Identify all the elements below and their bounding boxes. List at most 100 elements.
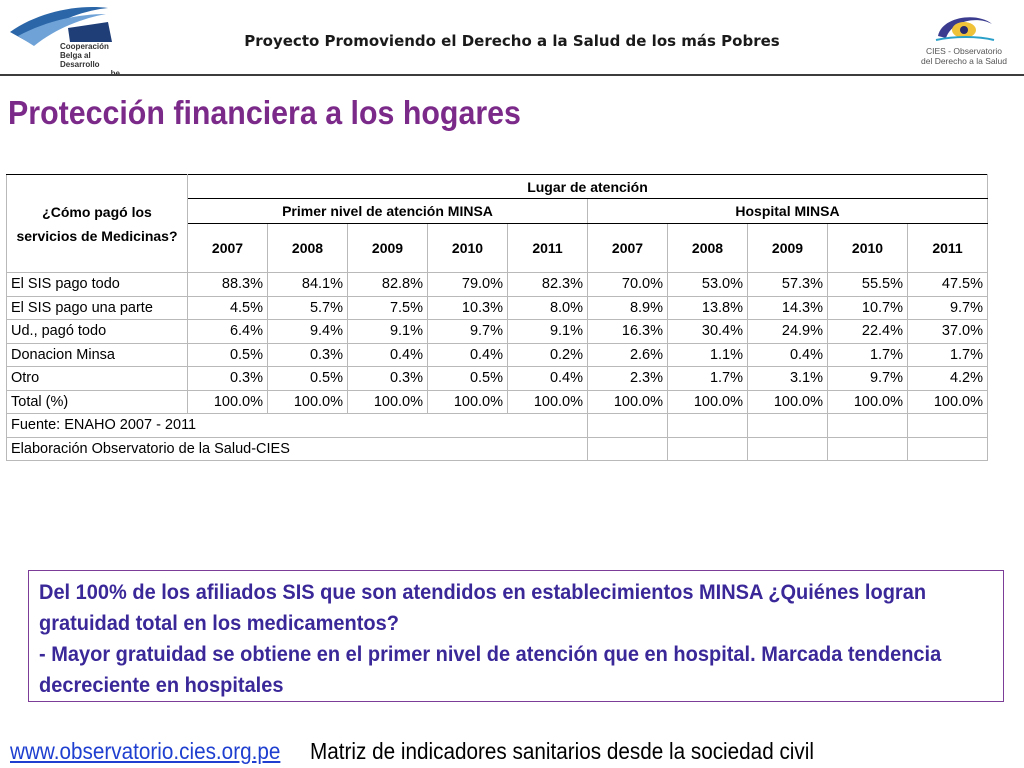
callout-line: Del 100% de los afiliados SIS que son at… bbox=[39, 580, 927, 604]
group-header: Lugar de atención bbox=[187, 174, 988, 199]
year-header: 2010 bbox=[827, 223, 908, 273]
table-cell: 0.3% bbox=[267, 342, 348, 367]
observatorio-website-link[interactable]: www.observatorio.cies.org.pe bbox=[10, 738, 281, 764]
table-row: Ud., pagó todo 6.4% 9.4% 9.1% 9.7% 9.1% … bbox=[6, 319, 988, 344]
table-cell: 10.3% bbox=[427, 295, 508, 320]
table-cell: 4.5% bbox=[187, 295, 268, 320]
empty-cell bbox=[747, 436, 828, 461]
table-cell: 8.0% bbox=[507, 295, 588, 320]
table-cell: 100.0% bbox=[907, 389, 988, 414]
table-cell: 84.1% bbox=[267, 272, 348, 297]
year-header: 2009 bbox=[747, 223, 828, 273]
cies-caption-line2: del Derecho a la Salud bbox=[920, 56, 1007, 66]
table-source-row: Fuente: ENAHO 2007 - 2011 bbox=[6, 413, 988, 438]
table-cell: 100.0% bbox=[347, 389, 428, 414]
footer-tagline: Matriz de indicadores sanitarios desde l… bbox=[310, 738, 814, 764]
table-cell: 9.1% bbox=[507, 319, 588, 344]
cies-caption: CIES - Observatorio del Derecho a la Sal… bbox=[908, 46, 1020, 66]
elaboration-note: Elaboración Observatorio de la Salud-CIE… bbox=[6, 436, 588, 461]
slide-title: Protección financiera a los hogares bbox=[8, 94, 521, 131]
table-elaboration-row: Elaboración Observatorio de la Salud-CIE… bbox=[6, 436, 988, 461]
level1-header: Primer nivel de atención MINSA bbox=[187, 198, 588, 224]
cies-logo: CIES - Observatorio del Derecho a la Sal… bbox=[908, 10, 1020, 70]
empty-cell bbox=[587, 413, 668, 438]
table-cell: 100.0% bbox=[827, 389, 908, 414]
row-label: Total (%) bbox=[6, 389, 188, 414]
year-header: 2007 bbox=[187, 223, 268, 273]
empty-cell bbox=[907, 436, 988, 461]
table-cell: 8.9% bbox=[587, 295, 668, 320]
table-row: Otro 0.3% 0.5% 0.3% 0.5% 0.4% 2.3% 1.7% … bbox=[6, 366, 988, 391]
table-cell: 37.0% bbox=[907, 319, 988, 344]
callout-line: - Mayor gratuidad se obtiene en el prime… bbox=[39, 642, 942, 666]
table-cell: 9.7% bbox=[907, 295, 988, 320]
year-header: 2010 bbox=[427, 223, 508, 273]
empty-cell bbox=[827, 413, 908, 438]
table-cell: 0.5% bbox=[187, 342, 268, 367]
year-header: 2008 bbox=[667, 223, 748, 273]
table-cell: 6.4% bbox=[187, 319, 268, 344]
medicine-payment-table: ¿Cómo pagó los servicios de Medicinas? L… bbox=[6, 174, 988, 461]
table-cell: 79.0% bbox=[427, 272, 508, 297]
table-cell: 70.0% bbox=[587, 272, 668, 297]
row-label: Otro bbox=[6, 366, 188, 391]
table-cell: 0.5% bbox=[427, 366, 508, 391]
year-header: 2008 bbox=[267, 223, 348, 273]
source-note: Fuente: ENAHO 2007 - 2011 bbox=[6, 413, 588, 438]
table-cell: 88.3% bbox=[187, 272, 268, 297]
project-title: Proyecto Promoviendo el Derecho a la Sal… bbox=[244, 32, 780, 50]
table-cell: 4.2% bbox=[907, 366, 988, 391]
corner-header: ¿Cómo pagó los servicios de Medicinas? bbox=[6, 174, 188, 273]
table-cell: 24.9% bbox=[747, 319, 828, 344]
empty-cell bbox=[667, 413, 748, 438]
table-cell: 1.7% bbox=[907, 342, 988, 367]
cies-emblem-icon bbox=[935, 17, 995, 41]
row-label: El SIS pago una parte bbox=[6, 295, 188, 320]
row-label: Donacion Minsa bbox=[6, 342, 188, 367]
table-cell: 22.4% bbox=[827, 319, 908, 344]
table-row: El SIS pago una parte 4.5% 5.7% 7.5% 10.… bbox=[6, 295, 988, 320]
table-cell: 0.5% bbox=[267, 366, 348, 391]
table-cell: 1.7% bbox=[827, 342, 908, 367]
table-cell: 9.1% bbox=[347, 319, 428, 344]
table-cell: 9.7% bbox=[827, 366, 908, 391]
empty-cell bbox=[587, 436, 668, 461]
table-cell: 2.6% bbox=[587, 342, 668, 367]
table-row: Donacion Minsa 0.5% 0.3% 0.4% 0.4% 0.2% … bbox=[6, 342, 988, 367]
table-cell: 0.4% bbox=[747, 342, 828, 367]
cies-caption-line1: CIES - Observatorio bbox=[925, 46, 1003, 56]
table-cell: 100.0% bbox=[187, 389, 268, 414]
table-cell: 10.7% bbox=[827, 295, 908, 320]
table-cell: 2.3% bbox=[587, 366, 668, 391]
belga-caption: Cooperación Belga al Desarrollo .be bbox=[60, 42, 120, 78]
table-cell: 82.3% bbox=[507, 272, 588, 297]
table-cell: 100.0% bbox=[747, 389, 828, 414]
empty-cell bbox=[907, 413, 988, 438]
table-cell: 57.3% bbox=[747, 272, 828, 297]
table-cell: 55.5% bbox=[827, 272, 908, 297]
belga-caption-line3: .be bbox=[60, 69, 120, 78]
table-cell: 14.3% bbox=[747, 295, 828, 320]
conclusion-callout: Del 100% de los afiliados SIS que son at… bbox=[28, 570, 1004, 702]
table-cell: 13.8% bbox=[667, 295, 748, 320]
belga-caption-line1: Cooperación bbox=[60, 42, 109, 51]
table-cell: 0.2% bbox=[507, 342, 588, 367]
table-cell: 16.3% bbox=[587, 319, 668, 344]
table-row: El SIS pago todo 88.3% 84.1% 82.8% 79.0%… bbox=[6, 272, 988, 297]
row-label: El SIS pago todo bbox=[6, 272, 188, 297]
table-row-total: Total (%) 100.0% 100.0% 100.0% 100.0% 10… bbox=[6, 389, 988, 414]
cooperacion-belga-logo: Cooperación Belga al Desarrollo .be bbox=[8, 2, 120, 78]
table-cell: 0.4% bbox=[507, 366, 588, 391]
callout-line: gratuidad total en los medicamentos? bbox=[39, 611, 399, 635]
year-header: 2011 bbox=[507, 223, 588, 273]
year-header: 2007 bbox=[587, 223, 668, 273]
belga-swoosh-icon bbox=[10, 7, 112, 46]
level2-header: Hospital MINSA bbox=[587, 198, 988, 224]
table-cell: 9.4% bbox=[267, 319, 348, 344]
header-divider bbox=[0, 74, 1024, 76]
table-cell: 0.4% bbox=[427, 342, 508, 367]
year-header: 2009 bbox=[347, 223, 428, 273]
table-cell: 7.5% bbox=[347, 295, 428, 320]
table-cell: 100.0% bbox=[507, 389, 588, 414]
table-cell: 3.1% bbox=[747, 366, 828, 391]
